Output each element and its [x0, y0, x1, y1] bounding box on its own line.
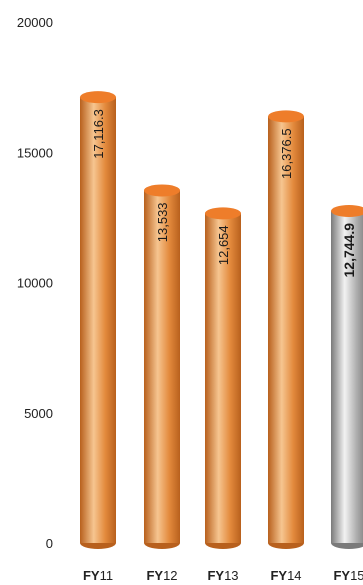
bars: 17,116.3 13,533 12,654 16,376.5 12,744.9 — [80, 91, 363, 549]
bar-value-label: 17,116.3 — [91, 109, 106, 159]
x-tick-number: 12 — [163, 568, 177, 583]
x-tick-label: FY13 — [207, 568, 238, 583]
x-tick-label: FY12 — [146, 568, 177, 583]
bar-body — [331, 210, 363, 543]
bar-cap — [331, 204, 363, 217]
bar: 13,533 — [144, 184, 180, 549]
x-tick-prefix: FY — [83, 568, 100, 583]
bar-cap — [80, 91, 116, 104]
bar-body — [268, 116, 304, 543]
x-tick-number: 11 — [100, 568, 114, 583]
bar: 16,376.5 — [268, 110, 304, 549]
x-tick-number: 14 — [287, 568, 301, 583]
y-tick-label: 5000 — [24, 406, 53, 421]
x-tick-prefix: FY — [146, 568, 163, 583]
bar-body — [80, 97, 116, 543]
x-tick-prefix: FY — [333, 568, 350, 583]
y-tick-label: 15000 — [17, 145, 53, 160]
x-tick-label: FY15 — [333, 568, 363, 583]
x-tick-prefix: FY — [270, 568, 287, 583]
x-tick-prefix: FY — [207, 568, 224, 583]
x-tick-label: FY14 — [270, 568, 301, 583]
bar-cap — [144, 184, 180, 197]
y-tick-label: 0 — [46, 536, 53, 551]
x-tick-label: FY11 — [83, 568, 113, 583]
y-axis-ticks: 0 5000 10000 15000 20000 — [17, 15, 53, 551]
bar-cap — [205, 207, 241, 220]
bar-value-label: 16,376.5 — [279, 128, 294, 179]
bar: 17,116.3 — [80, 91, 116, 549]
bar-value-label: 13,533 — [155, 202, 170, 242]
y-tick-label: 10000 — [17, 276, 53, 291]
x-axis-ticks: FY11 FY12 FY13 FY14 FY15 — [83, 568, 363, 583]
bar-cap — [268, 110, 304, 123]
bar-value-label: 12,654 — [216, 225, 231, 265]
bar-body — [205, 213, 241, 544]
bar: 12,654 — [205, 207, 241, 549]
bar: 12,744.9 — [331, 204, 363, 549]
y-tick-label: 20000 — [17, 15, 53, 30]
x-tick-number: 15 — [350, 568, 363, 583]
x-tick-number: 13 — [224, 568, 238, 583]
bar-body — [144, 190, 180, 544]
bar-value-label: 12,744.9 — [341, 223, 357, 278]
